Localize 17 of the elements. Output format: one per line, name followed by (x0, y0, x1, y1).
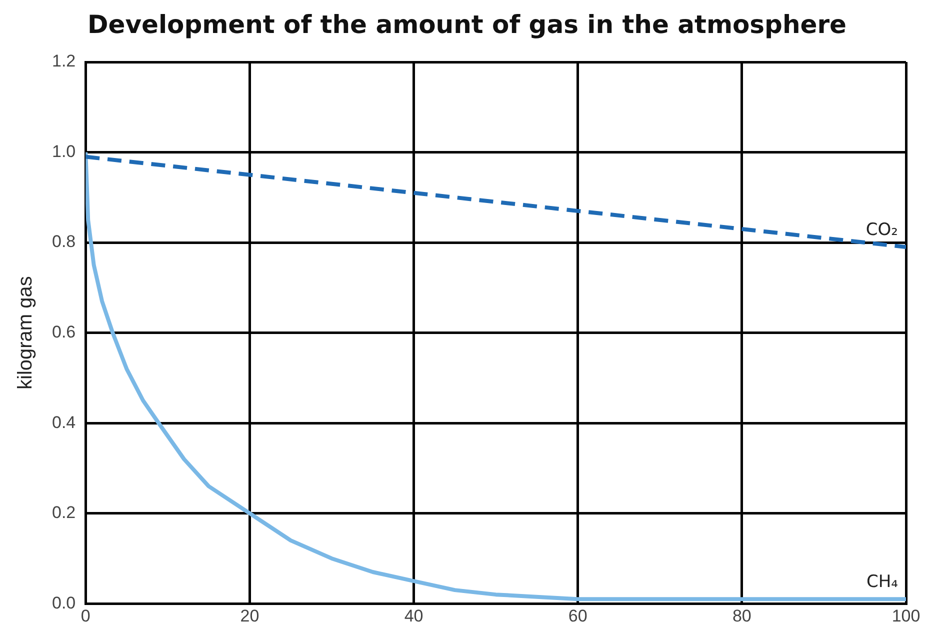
x-tick-label: 20 (240, 606, 260, 626)
y-tick-label: 0.4 (52, 412, 76, 432)
x-tick-label: 40 (404, 606, 424, 626)
x-tick-label: 60 (568, 606, 588, 626)
x-tick-label: 80 (732, 606, 752, 626)
x-tick-label: 0 (80, 606, 90, 626)
chart-title: Development of the amount of gas in the atmosphere (86, 10, 848, 39)
y-axis-title: kilogram gas (14, 276, 37, 390)
y-tick-label: 1.2 (52, 52, 76, 71)
y-tick-label: 0.2 (52, 503, 76, 522)
series-label: CO₂ (866, 220, 898, 240)
y-tick-label: 0.6 (52, 322, 76, 342)
y-tick-label: 1.0 (52, 142, 76, 161)
y-tick-label: 0.8 (52, 232, 76, 252)
x-tick-label: 100 (892, 606, 920, 626)
y-tick-label: 0.0 (52, 593, 76, 612)
series-label: CH₄ (866, 572, 898, 592)
